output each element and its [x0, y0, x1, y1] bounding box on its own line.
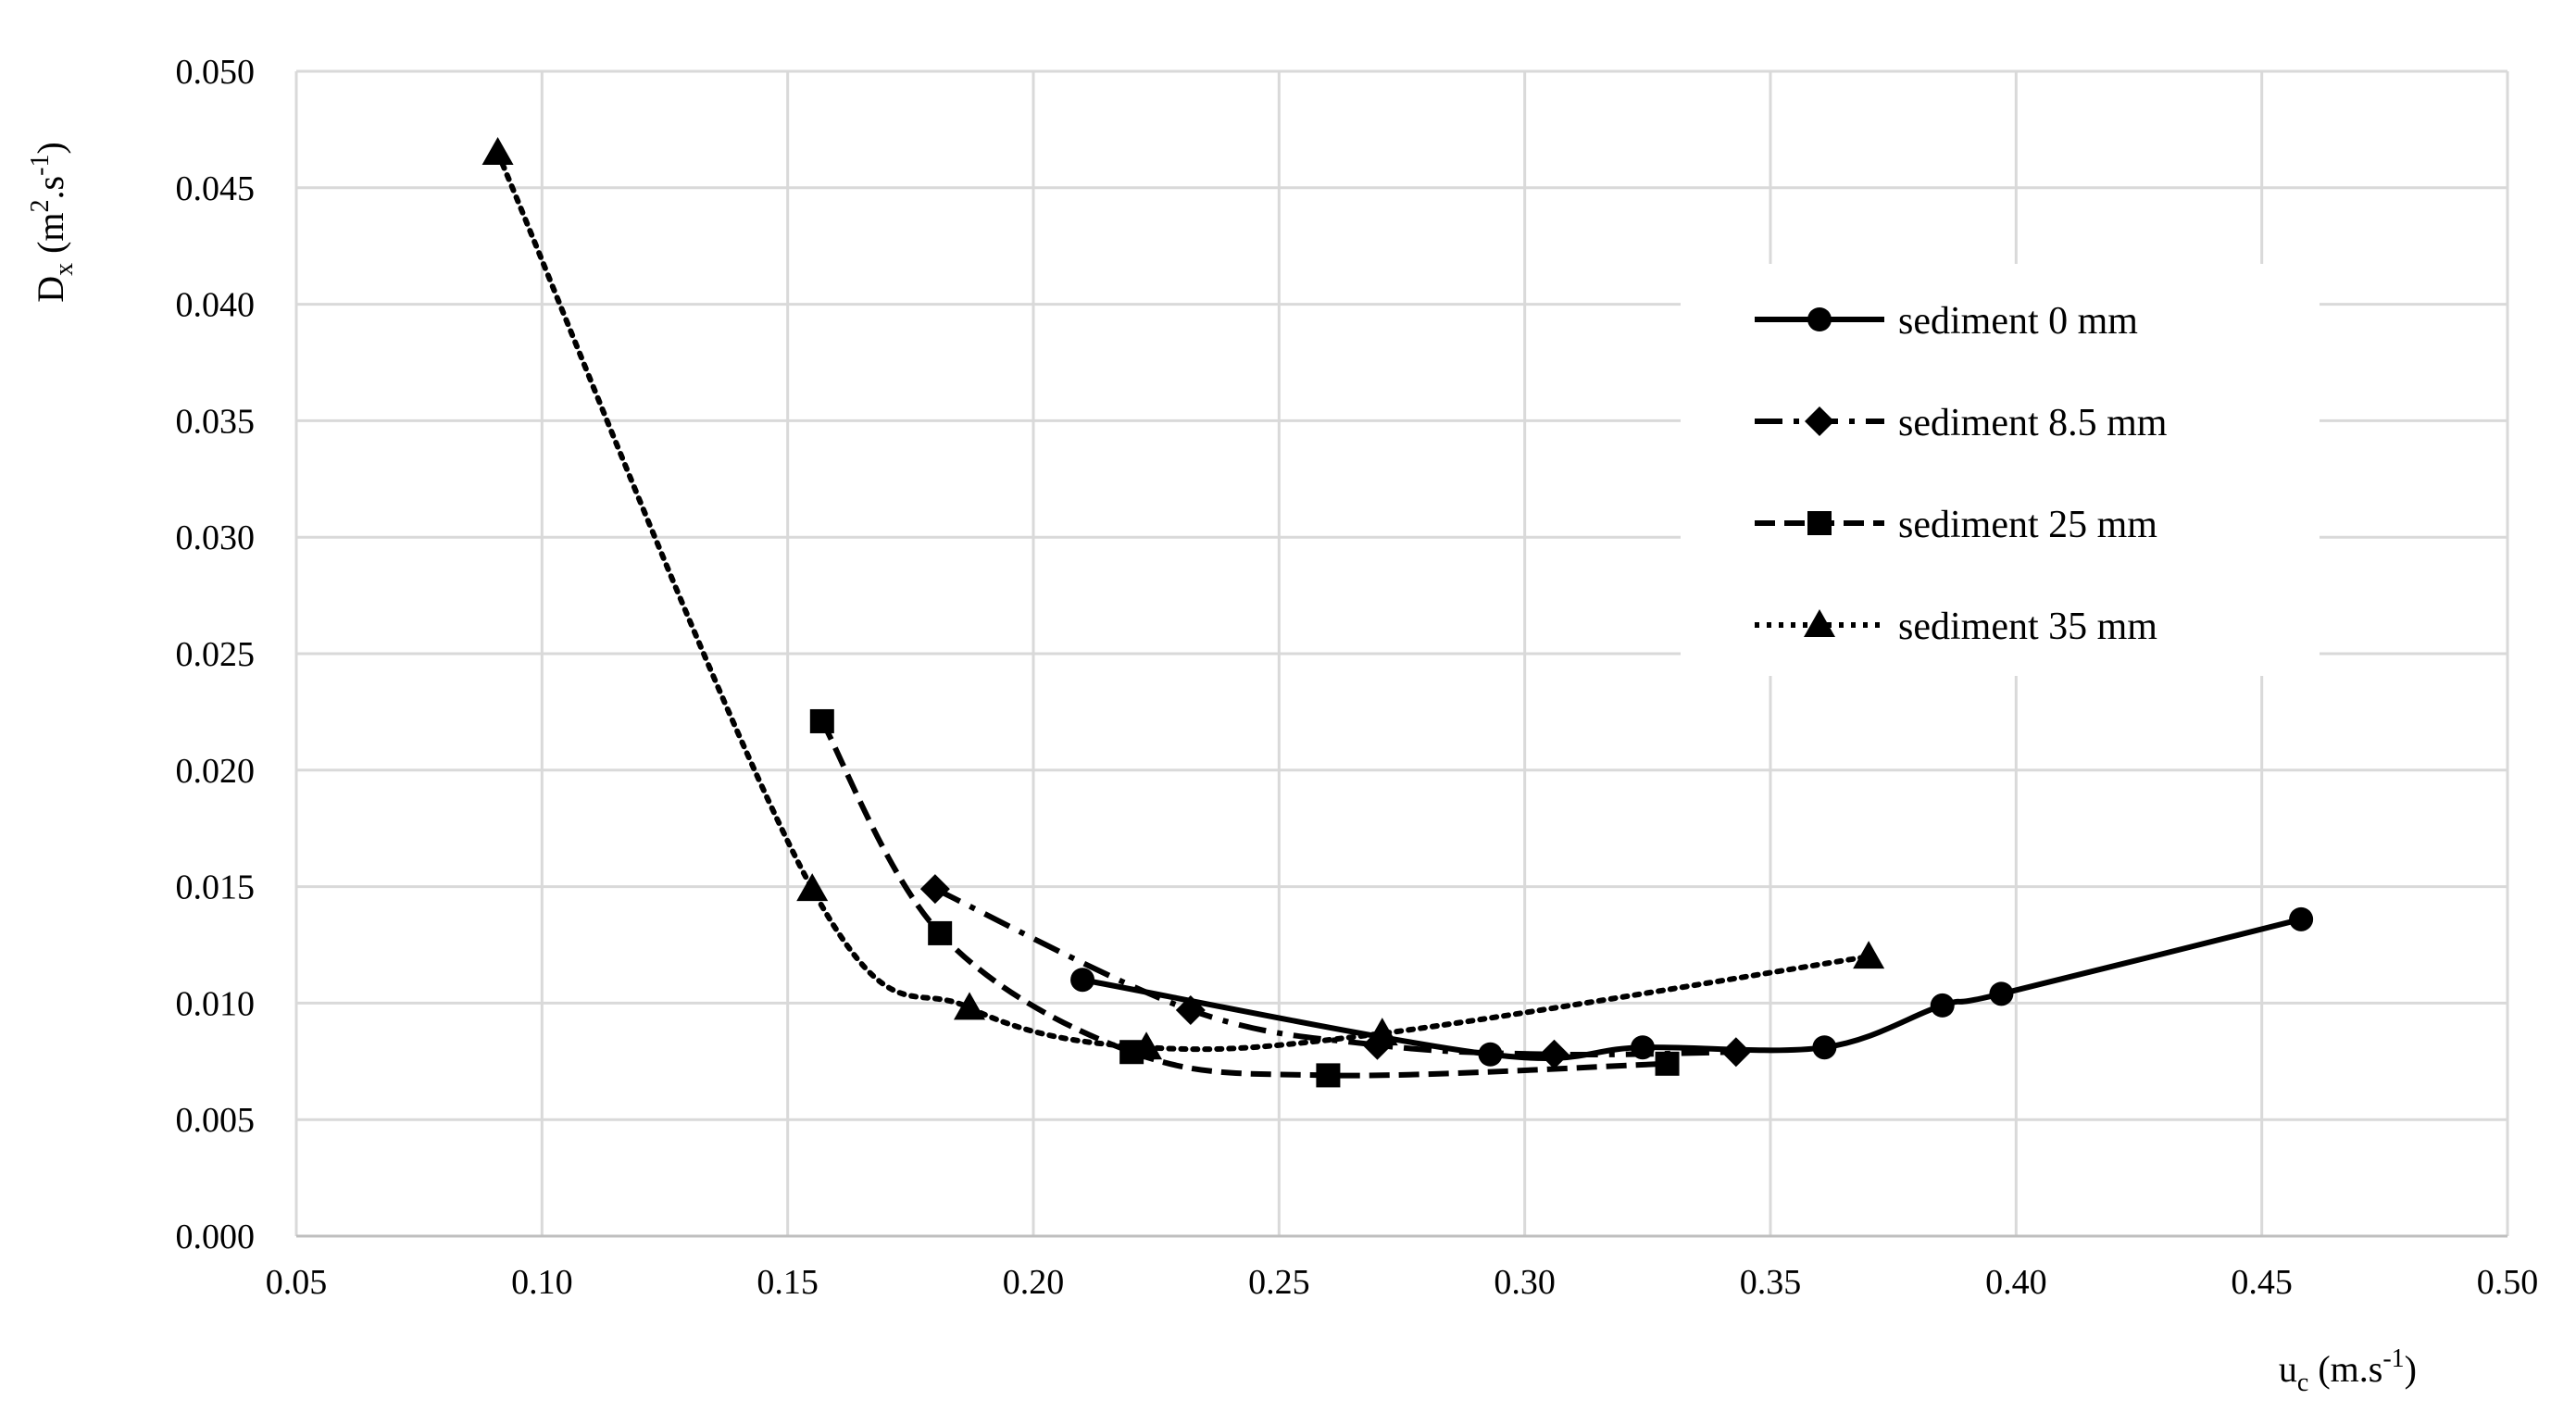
- data-point: [1070, 968, 1095, 993]
- series-layer: [481, 137, 2314, 1088]
- y-tick-label: 0.000: [176, 1218, 256, 1256]
- x-tick-label: 0.25: [1248, 1263, 1310, 1302]
- series-line: [494, 150, 1872, 1053]
- y-tick-label: 0.035: [176, 402, 256, 441]
- y-axis-title: Dx (m2.s-1): [26, 142, 79, 303]
- legend-label: sediment 8.5 mm: [1898, 402, 2168, 444]
- data-point: [1539, 1039, 1569, 1069]
- legend: sediment 0 mm sediment 8.5 mm sediment 25 …: [1681, 264, 2320, 676]
- y-tick-label: 0.025: [176, 635, 256, 674]
- x-tick-label: 0.30: [1494, 1263, 1556, 1302]
- grid: [294, 69, 2509, 1238]
- data-point: [1930, 993, 1955, 1018]
- data-point: [1175, 994, 1206, 1025]
- x-tick-label: 0.45: [2231, 1263, 2293, 1302]
- x-axis-ticks: 0.05 0.10 0.15 0.20 0.25 0.30 0.35 0.40 0.45 0.50: [266, 1263, 2539, 1302]
- x-tick-label: 0.20: [1003, 1263, 1065, 1302]
- y-tick-label: 0.040: [176, 286, 256, 325]
- data-point: [796, 873, 829, 902]
- legend-marker: [1805, 406, 1834, 436]
- data-point: [809, 708, 834, 733]
- x-tick-label: 0.35: [1740, 1263, 1802, 1302]
- data-point: [1131, 1031, 1163, 1060]
- data-point: [1812, 1035, 1837, 1060]
- data-point: [1478, 1042, 1503, 1067]
- legend-marker: [1807, 307, 1832, 331]
- series-3: [481, 137, 1885, 1060]
- x-tick-label: 0.05: [266, 1263, 328, 1302]
- legend-background: [1681, 264, 2320, 676]
- series-line: [819, 719, 1668, 1079]
- legend-marker: [1804, 609, 1835, 637]
- data-point: [928, 920, 953, 945]
- legend-label: sediment 0 mm: [1898, 300, 2138, 343]
- y-tick-label: 0.010: [176, 984, 256, 1023]
- x-tick-label: 0.40: [1985, 1263, 2047, 1302]
- y-tick-label: 0.015: [176, 868, 256, 907]
- x-tick-label: 0.15: [757, 1263, 819, 1302]
- x-tick-label: 0.10: [511, 1263, 573, 1302]
- series-line: [1082, 916, 2302, 1061]
- y-tick-label: 0.045: [176, 169, 256, 208]
- legend-label: sediment 25 mm: [1898, 504, 2157, 546]
- data-point: [1366, 1018, 1398, 1046]
- legend-marker: [1807, 511, 1832, 535]
- data-point: [1989, 981, 2014, 1006]
- x-tick-label: 0.50: [2477, 1263, 2539, 1302]
- data-point: [1720, 1037, 1751, 1068]
- y-tick-label: 0.005: [176, 1101, 256, 1140]
- data-point: [1316, 1063, 1341, 1088]
- y-axis-ticks: 0.000 0.005 0.010 0.015 0.020 0.025 0.030 0.035…: [176, 53, 256, 1256]
- data-point: [1655, 1051, 1680, 1076]
- data-point: [919, 874, 950, 905]
- series-1: [919, 874, 1751, 1069]
- data-point: [2289, 906, 2314, 931]
- data-point: [954, 992, 986, 1020]
- x-axis-title: uc (m.s-1): [2279, 1344, 2417, 1397]
- data-point: [1853, 941, 1885, 969]
- y-tick-label: 0.050: [176, 53, 256, 92]
- legend-label: sediment 35 mm: [1898, 606, 2157, 648]
- data-point: [481, 137, 514, 166]
- y-tick-label: 0.020: [176, 752, 256, 791]
- y-tick-label: 0.030: [176, 519, 256, 557]
- series-0: [1070, 906, 2314, 1067]
